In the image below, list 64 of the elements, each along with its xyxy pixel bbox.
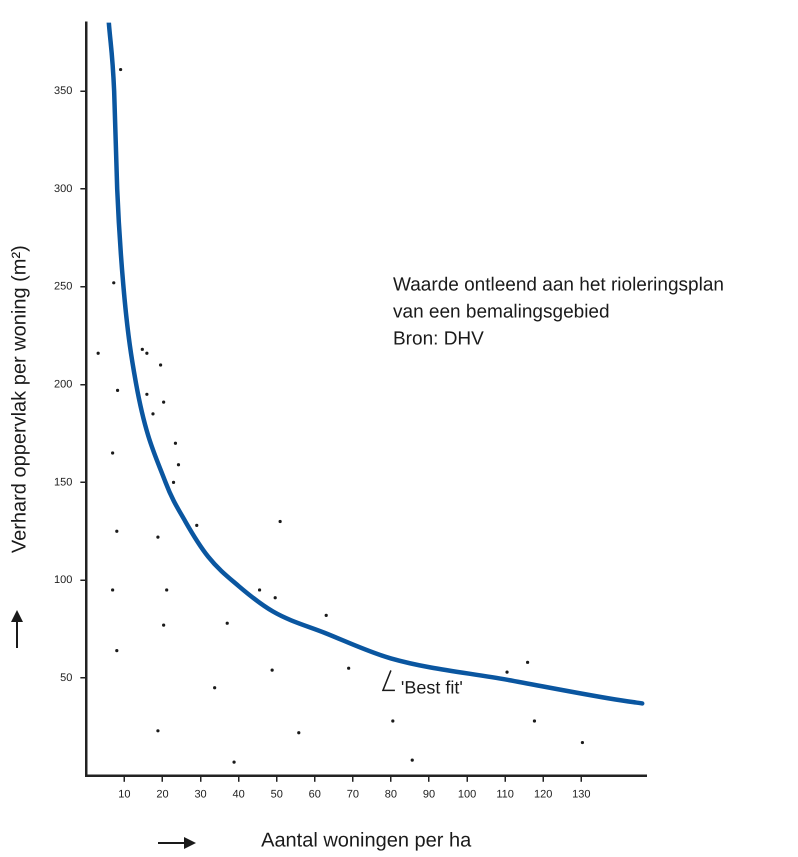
point: [111, 451, 114, 455]
point: [226, 622, 229, 625]
point: [115, 530, 118, 533]
point: [162, 400, 166, 404]
point: [347, 666, 350, 670]
point: [151, 412, 155, 416]
point: [111, 588, 114, 592]
x-tick-label: 130: [572, 788, 590, 800]
point: [145, 392, 148, 396]
point: [174, 442, 178, 445]
point: [156, 536, 160, 539]
point: [580, 740, 584, 744]
annotation: 'Best fit': [400, 677, 463, 698]
point: [119, 68, 122, 72]
x-tick-label: 80: [384, 788, 398, 800]
point: [270, 668, 274, 672]
point: [391, 719, 394, 723]
x-tick-label: 60: [308, 788, 321, 800]
point: [96, 352, 100, 355]
point: [232, 760, 236, 764]
x-tick-label: 10: [118, 788, 131, 800]
point: [140, 348, 144, 351]
point: [112, 281, 116, 284]
y-tick-label: 100: [54, 574, 72, 586]
y-tick-label: 350: [54, 85, 72, 98]
y-tick-label: 200: [54, 378, 72, 391]
point: [165, 588, 168, 592]
x-tick-label: 110: [496, 788, 514, 800]
point: [532, 719, 536, 723]
annotation: van een bemalingsgebied: [393, 302, 610, 323]
point: [158, 363, 162, 367]
point: [274, 596, 277, 600]
point: [195, 524, 198, 527]
point: [505, 670, 509, 674]
point: [410, 758, 414, 762]
point: [116, 388, 120, 392]
point: [176, 463, 180, 466]
point: [297, 731, 300, 734]
point: [526, 660, 530, 664]
point: [145, 352, 148, 355]
y-tick-label: 300: [54, 182, 72, 195]
point: [156, 729, 160, 732]
point: [115, 648, 118, 652]
x-tick-label: 120: [534, 788, 552, 800]
y-tick-label: 150: [54, 476, 72, 488]
point: [162, 624, 166, 627]
x-tick-label: 20: [156, 788, 169, 800]
point: [278, 520, 282, 524]
y-axis-title: Verhard oppervlak per woning (m²): [8, 245, 31, 554]
point: [172, 480, 176, 484]
y-tick-label: 250: [54, 280, 72, 293]
x-axis-title: Aantal woningen per ha: [261, 830, 472, 852]
x-tick-label: 30: [194, 788, 207, 800]
x-tick-label: 90: [422, 788, 436, 800]
x-tick-label: 100: [458, 788, 476, 800]
annotation: Bron: DHV: [393, 328, 484, 350]
x-tick-label: 40: [232, 788, 245, 800]
y-tick-label: 50: [60, 672, 72, 684]
point: [324, 614, 328, 617]
x-tick-label: 50: [270, 788, 283, 800]
point: [213, 686, 216, 690]
point: [258, 588, 262, 592]
x-tick-label: 70: [346, 788, 359, 800]
annotation: Waarde ontleend aan het rioleringsplan: [393, 274, 724, 296]
